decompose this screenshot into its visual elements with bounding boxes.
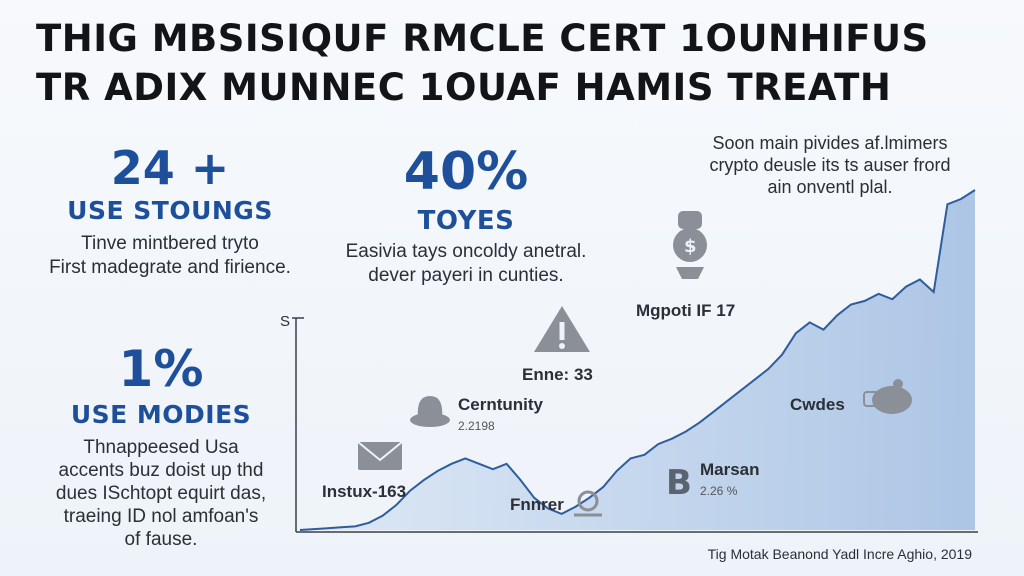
stat-1-value: 24 + xyxy=(110,141,230,195)
stat-2-label: TOYES xyxy=(417,206,515,236)
title-line-2: TR ADIX MUNNEC 1OUAF HAMIS TREATH xyxy=(36,66,892,109)
footer-source: Tig Motak Beanond Yadl Incre Aghio, 2019 xyxy=(707,546,972,562)
hat-icon xyxy=(410,396,450,427)
annotation-sublabel: 2.2198 xyxy=(458,419,495,433)
annotation-label: Instux-163 xyxy=(322,482,406,501)
stat-3-label: USE MODIES xyxy=(70,400,252,429)
stat-2-value: 40% xyxy=(403,142,529,202)
annotation-label: Cerntunity xyxy=(458,395,544,414)
money-bag-icon: $ xyxy=(673,211,707,279)
annotation-label: Marsan xyxy=(700,460,760,479)
hand-coin-icon xyxy=(574,490,602,517)
title-line-1: THIG MBSISIQUF RMCLE CERT 1OUNHIFUS xyxy=(36,17,929,60)
stat-3-desc-line: accents buz doist up thd xyxy=(58,460,264,481)
bitcoin-icon: B xyxy=(666,463,692,503)
infographic-title: THIG MBSISIQUF RMCLE CERT 1OUNHIFUS TR A… xyxy=(36,14,996,112)
annotation-label: Mgpoti IF 17 xyxy=(636,301,735,320)
top-note-line: crypto deusle its ts auser frord xyxy=(709,155,951,175)
svg-text:B: B xyxy=(666,463,692,503)
envelope-icon xyxy=(357,441,403,470)
top-note-line: ain onventl plal. xyxy=(767,177,893,197)
annotation-label: Enne: 33 xyxy=(522,365,593,384)
y-axis-label: S xyxy=(280,313,290,330)
stat-block-1: 24 + USE STOUNGS Tinve mintbered tryto F… xyxy=(20,140,320,280)
stat-block-3: 1% USE MODIES Thnappeesed Usa accents bu… xyxy=(16,340,306,551)
pig-icon xyxy=(863,379,912,414)
svg-text:$: $ xyxy=(684,236,697,257)
stat-1-desc-line: First madegrate and firience. xyxy=(49,257,291,278)
top-note: Soon main pivides af.lmimers crypto deus… xyxy=(680,132,980,198)
top-note-line: Soon main pivides af.lmimers xyxy=(712,133,948,153)
stat-2-desc-line: Easivia tays oncoldy anetral. xyxy=(345,241,587,262)
annotation-label: Fnnrer xyxy=(510,495,564,514)
stat-3-desc-line: traeing ID nol amfoan's xyxy=(63,506,259,527)
annotation-label: Cwdes xyxy=(790,395,845,414)
stat-1-description: Tinve mintbered tryto First madegrate an… xyxy=(20,232,320,280)
stat-2-description: Easivia tays oncoldy anetral. dever paye… xyxy=(316,240,616,288)
area-fill xyxy=(300,190,975,530)
warning-icon xyxy=(534,306,590,352)
stat-3-value: 1% xyxy=(118,340,204,398)
stat-block-2: 40% TOYES Easivia tays oncoldy anetral. … xyxy=(316,140,616,288)
stat-1-desc-line: Tinve mintbered tryto xyxy=(81,233,259,254)
stat-3-desc-line: dues ISchtopt equirt das, xyxy=(55,483,267,504)
stat-3-description: Thnappeesed Usa accents buz doist up thd… xyxy=(16,436,306,551)
annotation-sublabel: 2.26 % xyxy=(700,484,738,498)
stat-2-desc-line: dever payeri in cunties. xyxy=(368,265,564,286)
stat-1-label: USE STOUNGS xyxy=(67,196,273,225)
series-line xyxy=(299,189,976,531)
stat-3-desc-line: of fause. xyxy=(124,529,198,550)
stat-3-desc-line: Thnappeesed Usa xyxy=(83,437,239,458)
